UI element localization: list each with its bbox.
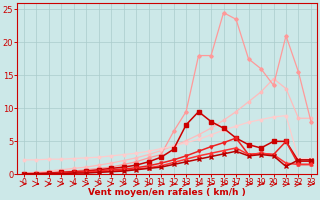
X-axis label: Vent moyen/en rafales ( km/h ): Vent moyen/en rafales ( km/h )	[88, 188, 246, 197]
